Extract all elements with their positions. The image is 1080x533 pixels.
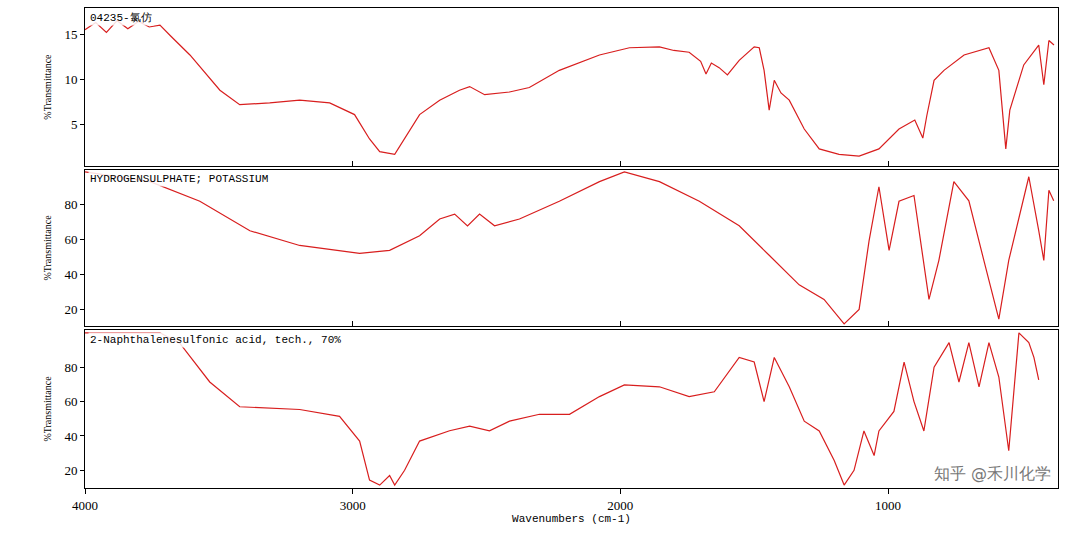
svg-text:60: 60 bbox=[64, 232, 77, 247]
svg-text:HYDROGENSULPHATE; POTASSIUM: HYDROGENSULPHATE; POTASSIUM bbox=[90, 173, 268, 185]
svg-text:1000: 1000 bbox=[875, 498, 901, 513]
svg-text:%Transmittance: %Transmittance bbox=[42, 54, 53, 120]
svg-text:2000: 2000 bbox=[607, 498, 633, 513]
svg-text:4000: 4000 bbox=[72, 498, 98, 513]
svg-text:知乎 @禾川化学: 知乎 @禾川化学 bbox=[934, 464, 1051, 483]
svg-text:60: 60 bbox=[64, 394, 77, 409]
svg-text:80: 80 bbox=[64, 360, 77, 375]
svg-text:40: 40 bbox=[64, 267, 77, 282]
svg-text:3000: 3000 bbox=[340, 498, 366, 513]
svg-text:04235-氯仿: 04235-氯仿 bbox=[90, 12, 152, 24]
svg-text:80: 80 bbox=[64, 197, 77, 212]
svg-text:15: 15 bbox=[64, 27, 77, 42]
svg-text:20: 20 bbox=[64, 302, 77, 317]
svg-text:20: 20 bbox=[64, 463, 77, 478]
svg-text:%Transmittance: %Transmittance bbox=[42, 215, 53, 281]
svg-text:%Transmittance: %Transmittance bbox=[42, 376, 53, 442]
svg-text:40: 40 bbox=[64, 428, 77, 443]
svg-text:10: 10 bbox=[64, 72, 77, 87]
svg-text:2-Naphthalenesulfonic acid, te: 2-Naphthalenesulfonic acid, tech., 70% bbox=[90, 334, 341, 346]
svg-text:Wavenumbers (cm-1): Wavenumbers (cm-1) bbox=[512, 513, 631, 525]
svg-text:5: 5 bbox=[71, 117, 78, 132]
